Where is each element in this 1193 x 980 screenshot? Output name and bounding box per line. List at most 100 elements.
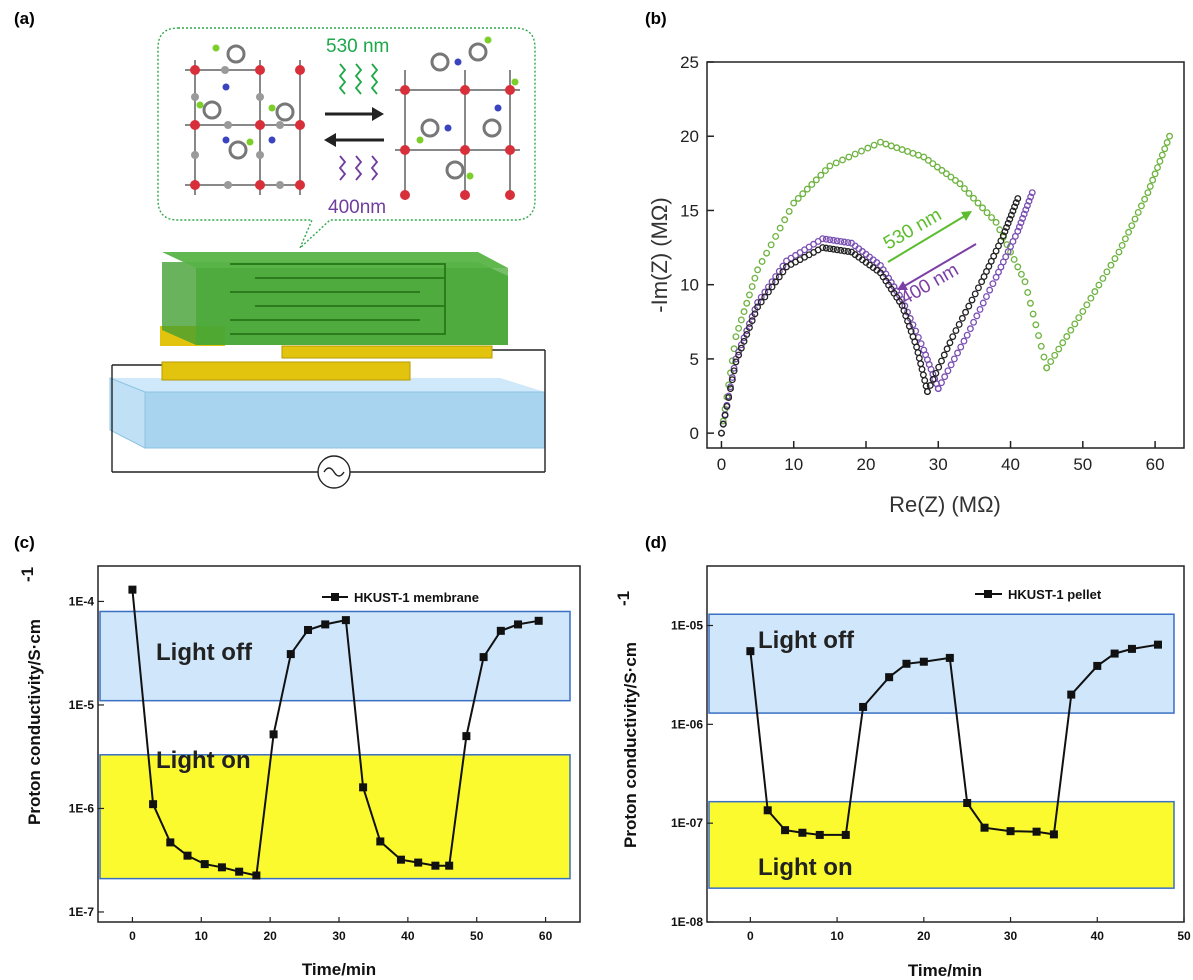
x-tick-label: 40 — [1091, 929, 1105, 943]
data-point — [833, 246, 841, 254]
data-point — [812, 176, 820, 184]
light-on-band — [708, 800, 1175, 889]
data-point — [924, 156, 932, 164]
data-point — [781, 216, 789, 224]
data-point — [1107, 261, 1115, 269]
y-tick-label: 15 — [680, 201, 699, 220]
conductivity-series-d — [746, 640, 1162, 839]
data-point — [826, 162, 834, 170]
y-tick-label: 1E-08 — [671, 915, 703, 929]
band-label-off-c: Light off — [156, 639, 253, 666]
data-point — [183, 851, 192, 860]
data-point — [1014, 195, 1022, 203]
data-point — [1063, 333, 1071, 340]
data-point — [723, 402, 731, 410]
y-axis-label-superscript-c: -1 — [18, 567, 37, 582]
y-axis-label-b: -Im(Z) (MΩ) — [647, 197, 672, 312]
data-point — [1161, 145, 1169, 153]
data-point — [359, 783, 368, 792]
data-point — [929, 160, 937, 168]
data-point — [833, 237, 841, 245]
data-point — [735, 351, 743, 359]
data-point — [1043, 364, 1051, 372]
data-point — [1099, 274, 1107, 282]
data-point — [870, 141, 878, 149]
data-point — [730, 364, 738, 372]
data-point — [128, 585, 137, 594]
data-point — [768, 283, 776, 291]
data-point — [1014, 263, 1022, 271]
data-point — [269, 730, 278, 739]
data-point — [917, 340, 925, 348]
data-point — [904, 308, 912, 316]
data-point — [979, 299, 987, 307]
data-point — [746, 324, 753, 332]
x-tick-label: 20 — [917, 929, 931, 943]
data-point — [1151, 170, 1159, 178]
data-point — [974, 199, 982, 207]
data-point — [950, 355, 958, 363]
data-point — [954, 349, 961, 357]
data-point — [775, 273, 783, 281]
data-point — [200, 860, 209, 869]
data-point — [940, 351, 948, 359]
data-point — [965, 302, 973, 310]
data-point — [938, 357, 945, 365]
data-point — [740, 308, 748, 316]
wavelength-annotation-b — [887, 211, 977, 290]
data-point — [830, 245, 837, 253]
axis-ticks-b: 0 10 20 30 40 50 60 0 5 10 15 20 25 — [680, 53, 1164, 474]
data-point — [1029, 310, 1037, 318]
data-point — [844, 239, 852, 247]
data-point — [1035, 332, 1043, 339]
data-point — [1020, 210, 1028, 218]
data-point — [1026, 299, 1034, 307]
x-tick-label: 30 — [929, 455, 948, 474]
x-tick-label: 0 — [747, 929, 754, 943]
data-point — [970, 194, 977, 202]
data-point — [746, 647, 755, 656]
data-point — [830, 236, 837, 244]
x-tick-label: 40 — [1001, 455, 1020, 474]
data-point — [719, 420, 727, 428]
y-axis-label-superscript-d: -1 — [614, 591, 633, 606]
data-point — [837, 238, 845, 245]
data-point — [730, 345, 738, 353]
data-point — [961, 185, 968, 193]
data-point — [1111, 255, 1119, 263]
data-point — [1146, 182, 1154, 190]
data-point — [983, 293, 990, 301]
data-point — [1137, 202, 1145, 210]
legend-marker-c — [331, 593, 339, 601]
data-point — [844, 248, 852, 255]
data-point — [1019, 214, 1027, 222]
data-point — [798, 828, 807, 837]
data-point — [902, 659, 911, 668]
data-point — [938, 379, 945, 387]
data-point — [1012, 199, 1020, 207]
data-point — [819, 244, 827, 252]
data-point — [1149, 176, 1157, 184]
data-point — [963, 331, 971, 339]
data-point — [754, 299, 762, 306]
data-point — [772, 232, 780, 240]
data-point — [1024, 289, 1032, 296]
data-point — [822, 235, 830, 243]
data-point — [976, 305, 984, 313]
data-point — [1055, 345, 1063, 353]
data-point — [989, 280, 997, 288]
data-point — [751, 274, 759, 282]
data-point — [1079, 307, 1087, 315]
wavelength-label-400: 400nm — [328, 197, 386, 218]
data-point — [839, 156, 846, 164]
legend-marker-d — [984, 590, 992, 598]
data-point — [929, 375, 937, 383]
x-tick-label: 40 — [401, 929, 415, 943]
x-tick-label: 20 — [263, 929, 277, 943]
data-point — [955, 320, 963, 328]
state-bands-c — [99, 610, 571, 880]
data-point — [1006, 215, 1014, 223]
data-point — [1049, 830, 1058, 839]
data-point — [166, 838, 175, 847]
wavelength-label-530: 530 nm — [326, 36, 389, 57]
